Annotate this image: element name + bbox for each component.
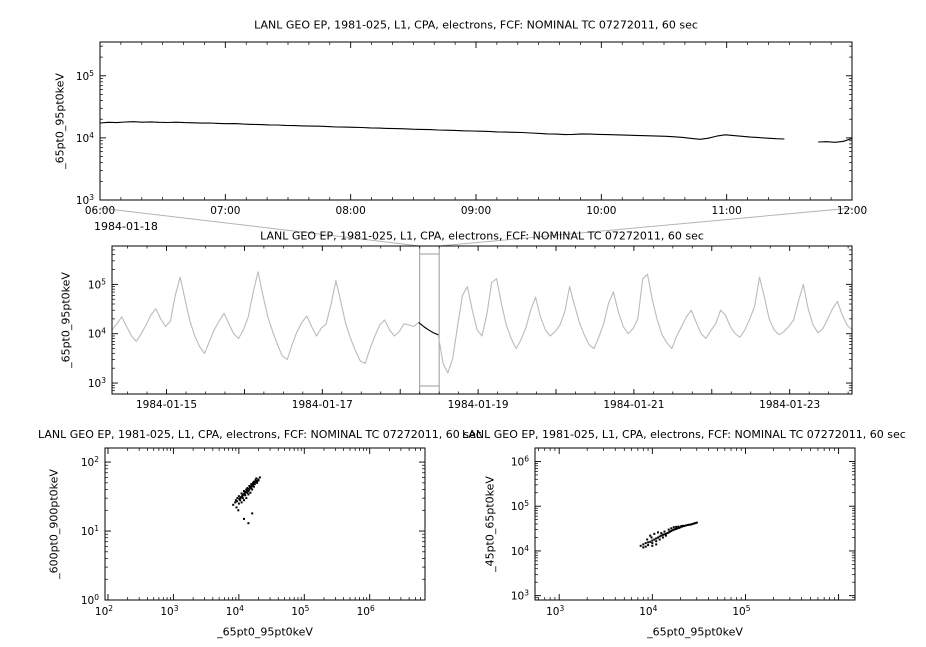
context-panel-title: LANL GEO EP, 1981-025, L1, CPA, electron… <box>260 229 704 243</box>
svg-text:104: 104 <box>226 604 244 618</box>
scatter-left-title: LANL GEO EP, 1981-025, L1, CPA, electron… <box>38 428 482 441</box>
scatter-left-x-axis-label: _65pt0_95pt0keV <box>217 625 313 639</box>
top-panel-date-label: 1984-01-18 <box>94 220 158 233</box>
svg-text:1984-01-19: 1984-01-19 <box>448 399 509 411</box>
svg-text:06:00: 06:00 <box>85 205 115 217</box>
svg-text:10:00: 10:00 <box>586 205 616 217</box>
svg-text:105: 105 <box>511 499 529 513</box>
svg-text:1984-01-23: 1984-01-23 <box>759 399 820 411</box>
svg-text:12:00: 12:00 <box>837 205 867 217</box>
svg-text:103: 103 <box>88 376 106 390</box>
svg-text:102: 102 <box>81 455 99 469</box>
svg-text:104: 104 <box>639 604 657 618</box>
scatter-right-x-axis-label: _65pt0_95pt0keV <box>647 625 743 639</box>
svg-text:1984-01-17: 1984-01-17 <box>292 399 353 411</box>
svg-text:106: 106 <box>357 604 375 618</box>
scatter-right-title: LANL GEO EP, 1981-025, L1, CPA, electron… <box>462 428 906 441</box>
svg-text:106: 106 <box>511 454 529 468</box>
scatter-left-y-axis-label: _600pt0_900pt0keV <box>47 469 61 579</box>
svg-text:105: 105 <box>291 604 309 618</box>
svg-text:1984-01-15: 1984-01-15 <box>136 399 197 411</box>
svg-text:103: 103 <box>511 589 529 603</box>
scatter-right-y-axis-label: _45pt0_65pt0keV <box>483 476 497 572</box>
svg-text:101: 101 <box>81 524 99 538</box>
svg-text:09:00: 09:00 <box>461 205 491 217</box>
svg-text:103: 103 <box>160 604 178 618</box>
top-panel-title: LANL GEO EP, 1981-025, L1, CPA, electron… <box>254 18 698 32</box>
svg-text:11:00: 11:00 <box>712 205 742 217</box>
svg-text:105: 105 <box>732 604 750 618</box>
svg-text:102: 102 <box>95 604 113 618</box>
top-panel-y-axis-label: _65pt0_95pt0keV <box>53 73 67 169</box>
context-panel-y-axis-label: _65pt0_95pt0keV <box>59 272 73 368</box>
svg-text:105: 105 <box>88 277 106 291</box>
svg-text:104: 104 <box>76 131 94 145</box>
svg-text:105: 105 <box>76 69 94 83</box>
svg-text:104: 104 <box>511 544 529 558</box>
svg-text:100: 100 <box>81 593 99 607</box>
svg-text:08:00: 08:00 <box>336 205 366 217</box>
svg-text:1984-01-21: 1984-01-21 <box>603 399 664 411</box>
svg-text:104: 104 <box>88 327 106 341</box>
svg-text:103: 103 <box>546 604 564 618</box>
svg-text:07:00: 07:00 <box>210 205 240 217</box>
